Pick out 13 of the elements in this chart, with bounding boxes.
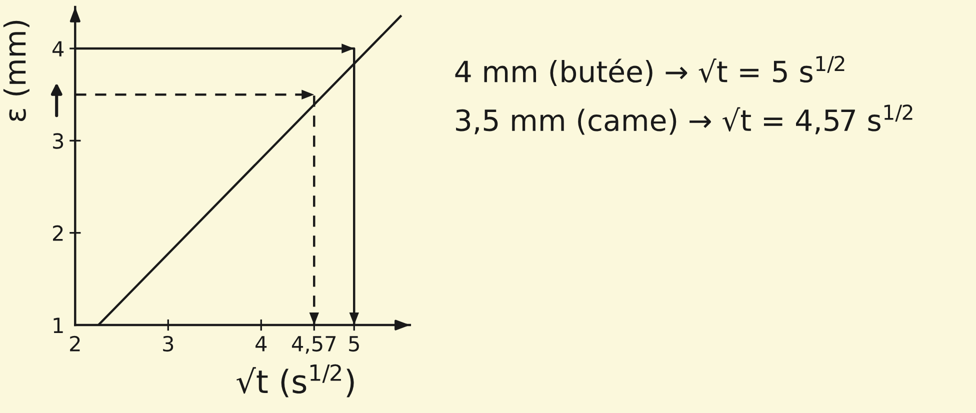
x-tick-label: 4 [256,336,267,352]
x-tick-label: 4,57 [292,336,336,354]
x-tick-label: 5 [349,336,359,352]
y-tick-label: 1 [54,318,63,333]
text: 4 mm (butée) → √t = 5 s$^{1/2}$ [455,56,844,86]
y-tick-label: 3 [53,133,64,149]
x-tick-label: 3 [163,336,174,352]
x-tick-label: 2 [70,336,80,352]
y-axis-title: ε (mm) [3,20,30,122]
y-tick-label: 2 [53,225,63,241]
y-tick-label: 4 [52,41,64,56]
text: 3,5 mm (came) → √t = 4,57 s$^{1/2}$ [456,104,912,135]
x-axis-title: √t (s$^{1/2}$) [236,364,354,398]
